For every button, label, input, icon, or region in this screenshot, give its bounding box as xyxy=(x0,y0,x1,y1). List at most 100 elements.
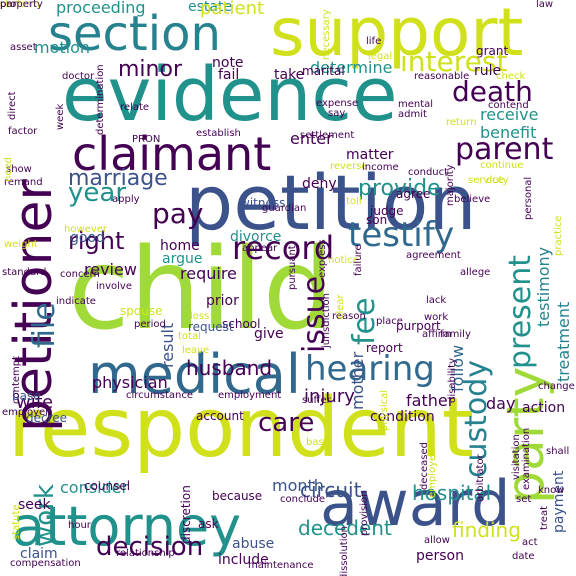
cloud-word: life xyxy=(366,36,382,47)
cloud-word: consider xyxy=(60,478,129,497)
cloud-word: personal xyxy=(523,176,534,220)
cloud-word: fail xyxy=(218,67,240,83)
cloud-word: basis xyxy=(306,437,332,448)
cloud-word: proceeding xyxy=(56,0,146,17)
cloud-word: decree xyxy=(26,411,68,425)
cloud-word: school xyxy=(222,317,261,331)
cloud-word: pay xyxy=(152,197,204,230)
cloud-word: mental xyxy=(398,99,434,110)
cloud-word: ch xyxy=(0,0,12,10)
cloud-word: section xyxy=(48,6,221,62)
cloud-word: employee xyxy=(427,448,438,498)
cloud-word: divorce xyxy=(230,229,282,245)
cloud-word: lack xyxy=(426,295,447,306)
cloud-word: award xyxy=(320,467,511,540)
cloud-word: show xyxy=(6,164,32,175)
cloud-word: parent xyxy=(455,132,554,167)
cloud-word: physical xyxy=(379,390,390,431)
cloud-word: son xyxy=(366,213,388,227)
cloud-word: weight xyxy=(4,239,38,250)
cloud-word: year xyxy=(68,178,127,208)
cloud-word: necessary xyxy=(321,9,332,60)
cloud-word: say xyxy=(328,108,346,119)
cloud-word: reasonable xyxy=(414,71,470,82)
cloud-word: petition xyxy=(185,158,477,247)
cloud-word: father xyxy=(406,391,455,410)
cloud-word: seek xyxy=(18,497,51,513)
cloud-word: direct xyxy=(7,91,18,120)
cloud-word: involve xyxy=(96,281,133,292)
cloud-word: review xyxy=(84,260,137,279)
cloud-word: law xyxy=(536,0,554,10)
cloud-word: believe xyxy=(454,194,491,205)
cloud-word: marriage xyxy=(68,166,168,191)
cloud-word: clear xyxy=(335,294,346,319)
cloud-word: respondent xyxy=(8,381,474,476)
cloud-word: action xyxy=(522,400,566,416)
cloud-word: perform xyxy=(0,0,40,10)
cloud-word: provision xyxy=(359,490,370,537)
cloud-word: judge xyxy=(370,204,404,218)
cloud-word: physician xyxy=(92,373,168,392)
cloud-word: care xyxy=(258,408,315,438)
cloud-word: circuit xyxy=(300,478,362,502)
cloud-word: ask xyxy=(198,517,219,531)
cloud-word: because xyxy=(212,489,263,503)
cloud-word: doctor xyxy=(62,71,95,82)
cloud-word: total xyxy=(178,331,201,342)
cloud-word: argue xyxy=(162,251,203,267)
cloud-word: interest xyxy=(400,45,508,78)
cloud-word: deny xyxy=(302,176,337,192)
cloud-word: allege xyxy=(460,267,491,278)
cloud-word: hearing xyxy=(305,349,435,389)
cloud-word: determine xyxy=(310,58,393,77)
cloud-word: treatment xyxy=(554,301,573,382)
cloud-word: shall xyxy=(546,446,570,457)
cloud-word: provide xyxy=(358,176,441,201)
cloud-word: factor xyxy=(8,126,38,137)
cloud-word: condition xyxy=(370,409,435,425)
cloud-word: receive xyxy=(480,105,539,124)
cloud-word: act xyxy=(522,537,538,548)
cloud-word: PRON xyxy=(132,134,161,145)
cloud-word: take xyxy=(274,67,305,83)
cloud-word: support xyxy=(270,0,524,71)
cloud-word: compensation xyxy=(10,558,81,569)
cloud-word: month xyxy=(272,476,324,495)
cloud-word: death xyxy=(452,75,533,108)
cloud-word: visitation xyxy=(511,434,522,480)
cloud-word: account xyxy=(196,409,244,423)
cloud-word: conclude xyxy=(280,494,326,505)
cloud-word: report xyxy=(366,341,403,355)
cloud-word: mother xyxy=(348,351,367,410)
cloud-word: admit xyxy=(398,109,427,120)
cloud-word: pursuant xyxy=(287,245,298,290)
cloud-word: maintenance xyxy=(248,560,314,571)
cloud-word: return xyxy=(446,117,477,128)
cloud-word: reason xyxy=(332,311,366,322)
cloud-word: circumstance xyxy=(126,390,193,401)
cloud-word: person xyxy=(416,548,464,564)
cloud-word: patient xyxy=(200,0,265,19)
cloud-word: settlement xyxy=(300,130,355,141)
cloud-word: loss xyxy=(190,311,210,322)
cloud-word: expense xyxy=(316,98,359,109)
cloud-word: minor xyxy=(118,57,182,82)
cloud-word: standard xyxy=(2,267,47,278)
cloud-word: need xyxy=(3,157,14,182)
cloud-word: attorney xyxy=(12,495,242,558)
cloud-word: service xyxy=(468,175,504,186)
cloud-word: indicate xyxy=(56,296,96,307)
cloud-word: note xyxy=(212,55,244,71)
cloud-word: period xyxy=(134,319,166,330)
cloud-word: work xyxy=(30,484,60,547)
cloud-word: treat xyxy=(539,505,550,530)
cloud-word: statute xyxy=(11,504,22,540)
cloud-word: hour xyxy=(68,520,91,531)
cloud-word: failure xyxy=(353,244,364,276)
cloud-word: majority xyxy=(445,164,456,207)
cloud-word: practice xyxy=(553,215,564,256)
cloud-word: par xyxy=(0,0,17,10)
cloud-word: date xyxy=(512,551,535,562)
